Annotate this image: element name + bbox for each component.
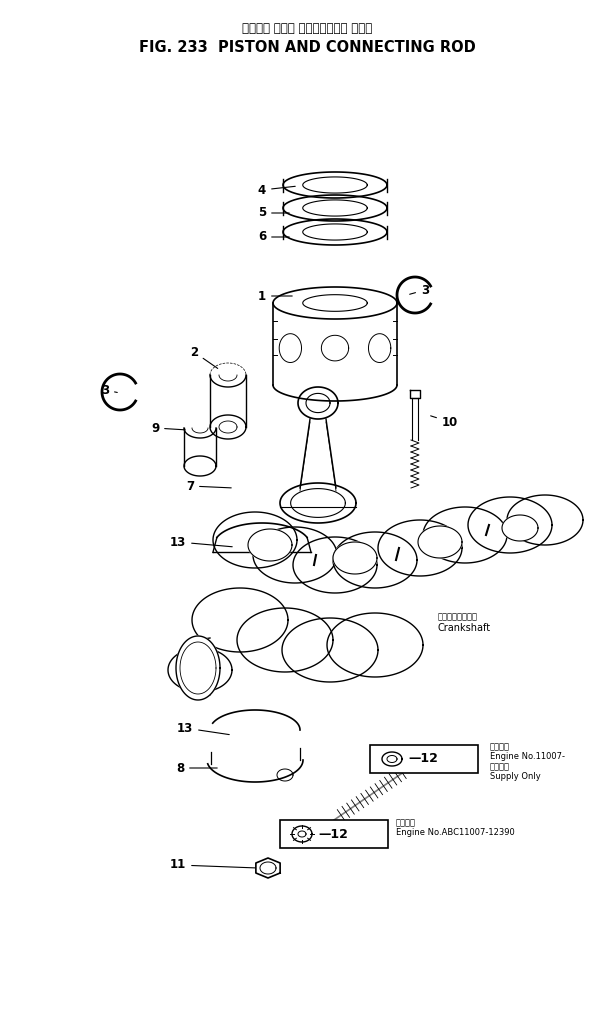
Text: Supply Only: Supply Only <box>490 772 541 781</box>
Text: 13: 13 <box>177 722 229 734</box>
Text: 9: 9 <box>151 422 185 435</box>
Polygon shape <box>327 613 423 677</box>
Polygon shape <box>248 529 292 561</box>
Polygon shape <box>213 512 297 568</box>
Text: 補給品用: 補給品用 <box>490 762 510 771</box>
Text: 2: 2 <box>190 346 218 368</box>
Polygon shape <box>333 542 377 574</box>
Text: 11: 11 <box>170 859 255 871</box>
Text: 4: 4 <box>258 184 295 197</box>
Polygon shape <box>253 527 337 583</box>
Text: 適用番号: 適用番号 <box>396 818 416 827</box>
Text: 3: 3 <box>101 383 117 396</box>
Text: —12: —12 <box>408 752 438 766</box>
Text: 10: 10 <box>430 416 458 429</box>
Polygon shape <box>507 495 583 545</box>
Text: FIG. 233  PISTON AND CONNECTING ROD: FIG. 233 PISTON AND CONNECTING ROD <box>139 41 476 56</box>
Text: 1: 1 <box>258 290 292 302</box>
Polygon shape <box>468 497 552 553</box>
Polygon shape <box>168 648 232 692</box>
Polygon shape <box>378 520 462 576</box>
Polygon shape <box>423 507 507 563</box>
Polygon shape <box>418 526 462 558</box>
Polygon shape <box>192 588 288 652</box>
Polygon shape <box>293 537 377 593</box>
Text: クランクシーフト: クランクシーフト <box>438 612 478 621</box>
Text: ピストン および コネクティング ロッド: ピストン および コネクティング ロッド <box>242 21 373 34</box>
Text: 6: 6 <box>258 230 289 243</box>
FancyBboxPatch shape <box>370 745 478 773</box>
Text: 3: 3 <box>410 284 429 296</box>
Polygon shape <box>176 636 220 700</box>
Polygon shape <box>333 532 417 588</box>
Text: Crankshaft: Crankshaft <box>438 623 491 633</box>
Polygon shape <box>282 618 378 682</box>
Text: 8: 8 <box>176 762 217 775</box>
Text: Engine No.11007-: Engine No.11007- <box>490 752 565 760</box>
Polygon shape <box>237 608 333 672</box>
Text: —12: —12 <box>318 827 348 841</box>
Text: Engine No.ABC11007-12390: Engine No.ABC11007-12390 <box>396 828 515 837</box>
Text: 5: 5 <box>258 207 289 219</box>
Text: 13: 13 <box>170 535 232 549</box>
Text: 適用番号: 適用番号 <box>490 742 510 751</box>
FancyBboxPatch shape <box>280 820 388 848</box>
Text: 7: 7 <box>186 480 231 493</box>
Polygon shape <box>502 515 538 541</box>
